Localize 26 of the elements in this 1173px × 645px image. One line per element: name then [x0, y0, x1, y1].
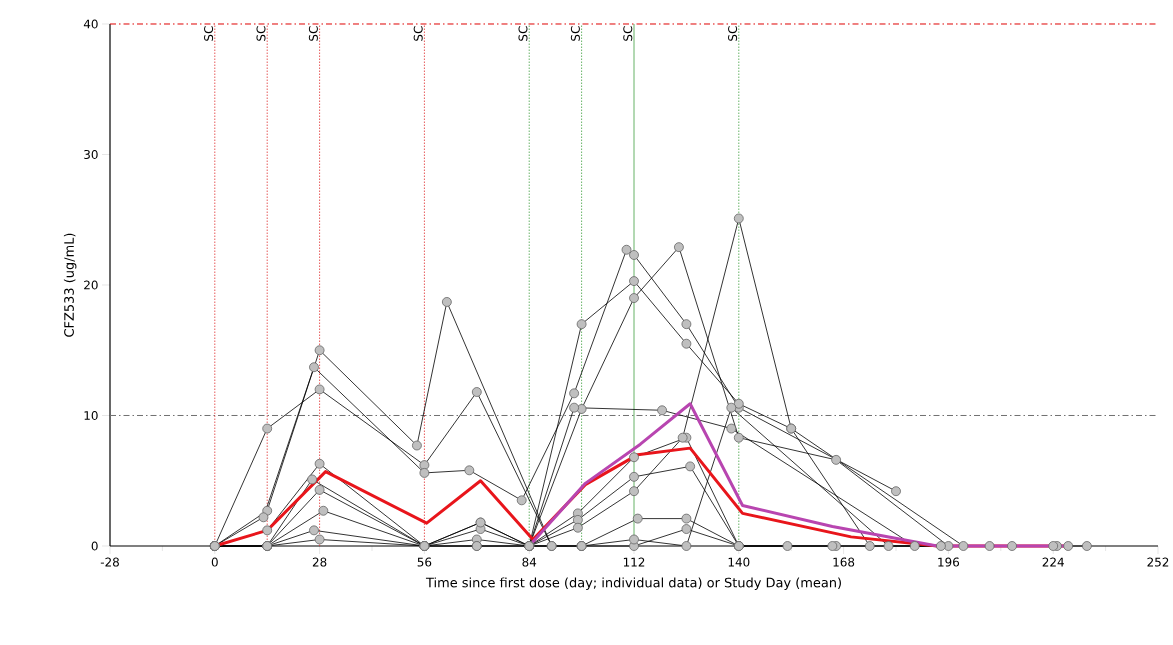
y-tick-label: 0 [91, 541, 98, 551]
x-tick-label: 196 [938, 557, 960, 567]
y-axis-title: CFZ533 (ug/mL) [63, 233, 77, 337]
ref-line-label: SC [570, 26, 580, 41]
x-tick-label: 224 [1042, 557, 1064, 567]
y-tick-label: 10 [84, 410, 98, 421]
x-tick-label: 112 [623, 557, 645, 567]
x-tick-label: 84 [522, 557, 537, 567]
x-tick-label: 0 [211, 557, 218, 567]
x-tick-label: 56 [417, 557, 432, 567]
x-tick-label: 28 [312, 557, 327, 567]
y-tick-label: 40 [83, 19, 98, 29]
ref-line-label: SC [413, 26, 423, 41]
x-tick-label: 252 [1147, 557, 1169, 567]
x-tick-label: 168 [833, 557, 855, 567]
ref-line-label: SC [728, 26, 738, 41]
x-tick-label: -28 [100, 557, 119, 567]
y-tick-label: 20 [84, 280, 98, 290]
ref-line-label: SC [623, 26, 633, 41]
ref-line-label: SC [518, 26, 528, 41]
x-tick-label: 140 [728, 557, 750, 567]
ref-line-label: SC [256, 26, 266, 41]
x-axis-title: Time since first dose (day; individual data) or Study Day (mean) [425, 577, 841, 590]
ref-line-label: SC [308, 26, 318, 41]
ref-line-label: SC [204, 26, 214, 41]
y-tick-label: 30 [84, 149, 98, 160]
